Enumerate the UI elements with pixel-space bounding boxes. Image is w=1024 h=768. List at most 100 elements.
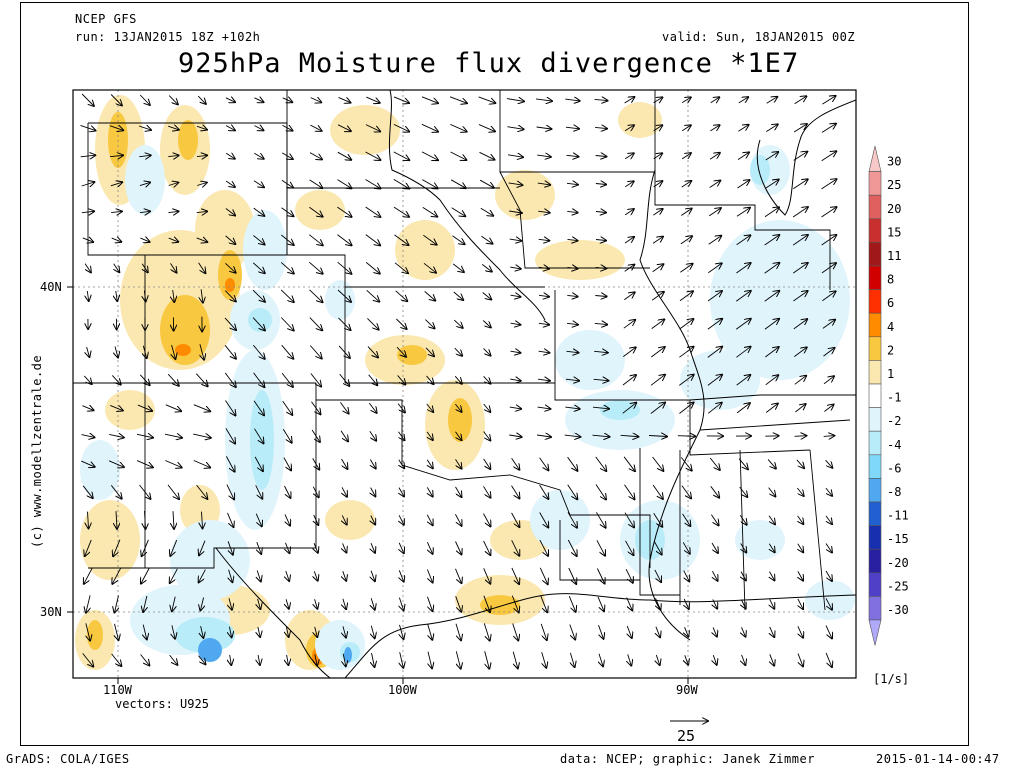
wind-vector	[481, 235, 493, 243]
wind-vector	[393, 151, 410, 160]
wind-vector	[682, 542, 690, 553]
wind-vector	[768, 487, 776, 497]
wind-vector	[626, 597, 633, 611]
wind-vector	[110, 485, 121, 498]
wind-vector	[537, 183, 550, 185]
wind-vector	[193, 404, 210, 412]
wind-vector	[653, 125, 663, 130]
wind-vector	[449, 96, 467, 103]
wind-vector	[794, 347, 806, 357]
wind-vector	[822, 291, 835, 302]
colorbar-swatch	[868, 312, 882, 338]
wind-vector	[738, 125, 748, 132]
wind-vector	[681, 125, 691, 130]
wind-vector	[455, 596, 462, 612]
wind-vector	[454, 375, 462, 384]
wind-vector	[310, 373, 321, 387]
wind-vector	[656, 654, 659, 665]
wind-vector	[424, 291, 436, 300]
colorbar-level-label: -30	[887, 603, 909, 617]
valid-label: valid: Sun, 18JAN2015 00Z	[662, 30, 856, 44]
wind-vector	[567, 211, 577, 212]
wind-vector	[229, 626, 231, 638]
wind-vector	[286, 599, 289, 609]
wind-vector	[139, 211, 150, 212]
wind-vector	[141, 568, 150, 583]
wind-vector	[651, 292, 664, 301]
wind-vector	[540, 623, 547, 640]
wind-vector	[426, 569, 432, 583]
wind-vector	[168, 126, 179, 130]
wind-vector	[111, 653, 122, 666]
wind-vector	[478, 124, 495, 132]
wind-vector	[597, 596, 604, 611]
wind-vector	[139, 374, 149, 385]
wind-vector	[511, 458, 520, 469]
wind-vector	[338, 345, 350, 358]
wind-vector	[225, 153, 235, 158]
wind-vector	[255, 485, 263, 498]
wind-vector	[742, 654, 746, 665]
wind-vector	[343, 571, 346, 581]
wind-vector	[371, 487, 376, 497]
wind-vector	[625, 181, 633, 186]
wind-vector	[567, 456, 578, 471]
colorbar-swatch	[868, 265, 882, 290]
axis-ticks	[67, 286, 689, 684]
wind-vector	[566, 351, 579, 352]
wind-vector	[366, 96, 379, 103]
wind-vector	[281, 344, 294, 359]
wind-vector	[167, 484, 179, 499]
wind-vector	[399, 597, 403, 611]
wind-vector	[337, 234, 351, 246]
wind-vector	[172, 596, 175, 612]
wind-vector	[651, 319, 665, 329]
wind-vector	[565, 127, 579, 129]
wind-vector	[793, 152, 808, 161]
wind-vector	[707, 347, 722, 358]
wind-vector	[228, 541, 233, 554]
wind-vector	[114, 263, 120, 272]
wind-vector	[225, 126, 235, 131]
wind-vector	[708, 263, 721, 274]
wind-vector	[82, 238, 93, 242]
wind-vector	[713, 655, 716, 665]
wind-vector	[599, 653, 603, 667]
wind-vector	[257, 570, 261, 582]
wind-vector	[821, 124, 836, 133]
wind-vector	[713, 627, 717, 636]
wind-vector	[398, 431, 405, 440]
colorbar-level-label: -2	[887, 414, 901, 428]
wind-vector	[594, 99, 608, 100]
wind-vector	[798, 653, 803, 667]
wind-vector	[110, 404, 123, 410]
wind-vector	[539, 457, 549, 471]
wind-vector	[115, 346, 118, 358]
wind-vector	[280, 262, 294, 273]
wind-vector	[650, 403, 665, 414]
wind-vector	[483, 568, 491, 583]
wind-vector	[826, 515, 832, 524]
wind-vector	[343, 653, 346, 667]
wind-vector	[309, 152, 322, 160]
wind-vector	[314, 543, 318, 553]
wind-vector	[254, 153, 263, 159]
wind-vector	[767, 459, 776, 468]
colorbar-swatch	[868, 548, 882, 574]
wind-vector	[679, 375, 693, 386]
wind-vector	[592, 435, 610, 437]
wind-vector	[539, 512, 549, 528]
wind-vector	[339, 373, 350, 386]
wind-vector	[284, 485, 291, 498]
wind-vector	[230, 654, 232, 665]
wind-vector	[86, 595, 90, 612]
wind-vector	[707, 403, 722, 414]
wind-vector	[511, 540, 520, 555]
wind-vector	[224, 372, 236, 387]
colorbar-level-label: 6	[887, 296, 894, 310]
wind-vector	[792, 207, 808, 218]
wind-vector	[624, 265, 635, 272]
wind-vector	[765, 152, 778, 161]
wind-vector	[825, 459, 833, 468]
wind-vector	[736, 208, 750, 217]
